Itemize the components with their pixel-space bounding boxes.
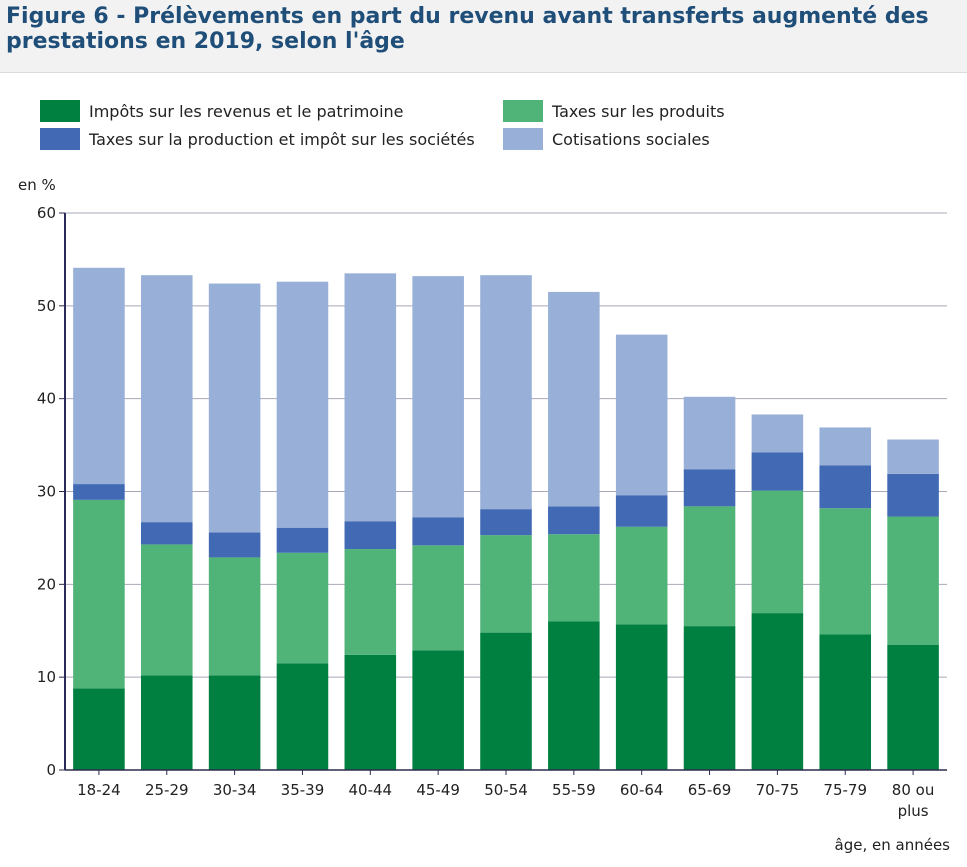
bar-segment: [480, 509, 532, 536]
bar-segment: [887, 439, 939, 474]
bar-segment: [140, 275, 193, 523]
bar-segment: [887, 644, 939, 770]
title-bar: Figure 6 - Prélèvements en part du reven…: [0, 0, 967, 73]
bar-segment: [140, 675, 193, 770]
y-tick-label: 40: [37, 390, 56, 408]
x-tick-label: 75-79: [823, 781, 867, 799]
bar-segment: [208, 557, 261, 676]
bar-segment: [615, 334, 668, 496]
bar-segment: [751, 490, 804, 614]
legend-label-impots: Impôts sur les revenus et le patrimoine: [89, 102, 404, 121]
bars: [73, 267, 939, 770]
x-tick-label: 45-49: [416, 781, 460, 799]
y-tick-label: 50: [37, 297, 56, 315]
bar-segment: [615, 526, 668, 625]
bar-segment: [751, 452, 804, 491]
legend-swatch-taxes-produits: [503, 100, 543, 122]
y-tick-label: 20: [37, 575, 56, 593]
bar-segment: [887, 516, 939, 645]
x-tick-label: 70-75: [756, 781, 800, 799]
bar-segment: [412, 650, 464, 770]
x-tick-label: 18-24: [77, 781, 121, 799]
chart-title: Figure 6 - Prélèvements en part du reven…: [6, 4, 929, 54]
bar-segment: [548, 534, 600, 622]
bar-segment: [819, 465, 872, 509]
legend-label-taxes-production: Taxes sur la production et impôt sur les…: [89, 130, 475, 149]
bar-segment: [140, 522, 193, 545]
bar-segment: [344, 654, 397, 770]
x-tick-label: 30-34: [213, 781, 257, 799]
bar-segment: [819, 427, 872, 466]
y-tick-label: 10: [37, 668, 56, 686]
y-tick-label: 0: [46, 761, 56, 779]
x-tick-label: 25-29: [145, 781, 189, 799]
bar-segment: [819, 508, 872, 635]
y-tick-label: 60: [37, 204, 56, 222]
bar-segment: [683, 396, 736, 470]
x-tick-label: 60-64: [620, 781, 664, 799]
bar-segment: [73, 484, 125, 500]
x-tick-label: 50-54: [484, 781, 528, 799]
bar-segment: [887, 473, 939, 517]
bar-segment: [73, 688, 125, 770]
bar-segment: [276, 552, 329, 664]
bar-segment: [208, 532, 261, 558]
bar-segment: [276, 281, 329, 528]
bar-segment: [683, 626, 736, 770]
bar-segment: [548, 291, 600, 507]
bar-segment: [208, 675, 261, 770]
bar-segment: [751, 414, 804, 453]
legend-swatch-cotisations: [503, 128, 543, 150]
bar-segment: [480, 535, 532, 633]
bar-segment: [412, 545, 464, 651]
x-axis-title: âge, en années: [834, 836, 950, 854]
axes: 0 10 20 30 40 50 60 18-24 25-29 30-34 35-39 40-44 45…: [37, 204, 947, 820]
bar-segment: [412, 517, 464, 546]
x-tick-label: 80 ou plus: [892, 781, 935, 820]
bar-segment: [344, 273, 397, 522]
bar-segment: [615, 495, 668, 527]
bar-segment: [344, 521, 397, 550]
x-tick-label: 40-44: [349, 781, 393, 799]
bar-segment: [73, 267, 125, 485]
y-tick-label: 30: [37, 483, 56, 501]
legend-label-cotisations: Cotisations sociales: [552, 130, 710, 149]
bar-segment: [683, 469, 736, 507]
bar-segment: [208, 283, 261, 533]
bar-segment: [751, 613, 804, 770]
x-tick-label: 55-59: [552, 781, 596, 799]
bar-segment: [683, 506, 736, 627]
bar-segment: [548, 506, 600, 535]
bar-segment: [615, 624, 668, 770]
legend-label-taxes-produits: Taxes sur les produits: [552, 102, 725, 121]
legend-swatch-taxes-production: [40, 128, 80, 150]
bar-segment: [276, 527, 329, 553]
bar-segment: [276, 663, 329, 770]
legend-swatch-impots: [40, 100, 80, 122]
bar-segment: [344, 549, 397, 655]
bar-segment: [412, 276, 464, 518]
bar-segment: [140, 544, 193, 676]
bar-segment: [819, 634, 872, 770]
bar-segment: [480, 275, 532, 510]
y-axis-unit-label: en %: [18, 176, 56, 194]
bar-segment: [480, 632, 532, 770]
bar-segment: [73, 499, 125, 689]
bar-segment: [548, 621, 600, 770]
x-tick-label: 35-39: [281, 781, 325, 799]
x-tick-label: 65-69: [688, 781, 732, 799]
